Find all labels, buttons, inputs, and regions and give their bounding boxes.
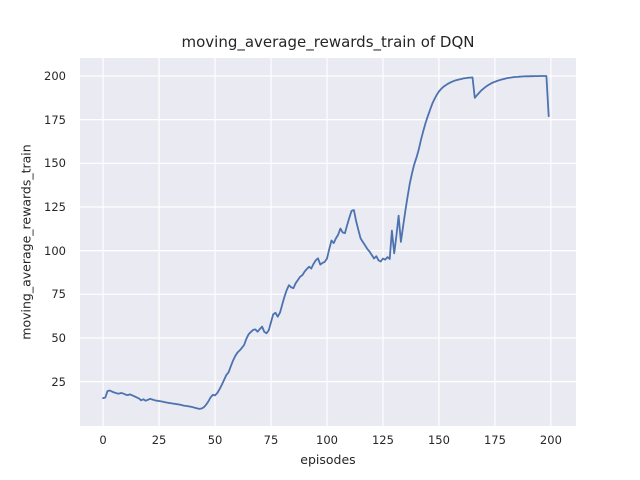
y-tick-label: 150: [44, 156, 66, 171]
x-axis-label: episodes: [300, 452, 356, 467]
gridlines: [80, 58, 576, 426]
x-tick-label: 25: [151, 433, 167, 447]
y-tick-label: 50: [51, 330, 66, 345]
x-tick-label: 200: [539, 433, 562, 447]
x-tick-label: 75: [263, 433, 279, 447]
x-tick-label: 0: [99, 433, 107, 447]
y-tick-label: 200: [44, 68, 66, 83]
plot-area: [80, 58, 576, 426]
y-tick-label: 175: [44, 112, 66, 127]
y-tick-label: 125: [44, 199, 66, 214]
x-tick-label: 175: [483, 433, 506, 447]
x-tick-label: 150: [427, 433, 450, 447]
y-tick-label: 75: [51, 287, 66, 302]
x-tick-label: 125: [371, 433, 394, 447]
y-tick-label: 25: [51, 374, 66, 389]
x-tick-label: 100: [316, 433, 338, 447]
chart-title: moving_average_rewards_train of DQN: [181, 33, 475, 51]
reward-curve-line: [102, 75, 550, 410]
series-lines: [102, 75, 550, 410]
y-tick-label: 100: [44, 243, 66, 258]
y-axis-label: moving_average_rewards_train: [18, 144, 34, 340]
x-tick-label: 50: [207, 433, 223, 447]
